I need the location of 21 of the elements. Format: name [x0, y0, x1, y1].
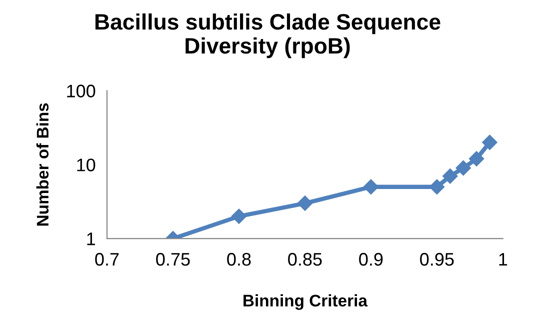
x-tick-label: 0.95	[420, 252, 454, 266]
x-tick-label: 0.75	[156, 252, 190, 266]
point	[297, 196, 313, 211]
x-tick-label: 0.85	[288, 252, 322, 266]
x-tick-label: 0.7	[95, 252, 119, 266]
point	[231, 208, 247, 224]
y-tick-label: 1	[87, 232, 96, 246]
point	[429, 179, 444, 194]
x-tick-label: 1	[499, 253, 508, 266]
x-axis-title: Binning Criteria	[244, 294, 368, 310]
y-tick-label: 100	[67, 84, 96, 98]
point	[482, 134, 498, 150]
y-tick-label: 10	[77, 158, 96, 172]
point	[363, 179, 379, 194]
point	[468, 151, 484, 166]
x-tick-label: 0.8	[227, 252, 251, 266]
x-tick-label: 0.9	[359, 252, 383, 266]
point	[456, 160, 471, 176]
chart-title: Bacillus subtilis Clade Sequence Diversity (rpoB)	[95, 13, 440, 58]
y-axis-title: Number of Bins	[36, 103, 49, 226]
point	[442, 168, 458, 184]
